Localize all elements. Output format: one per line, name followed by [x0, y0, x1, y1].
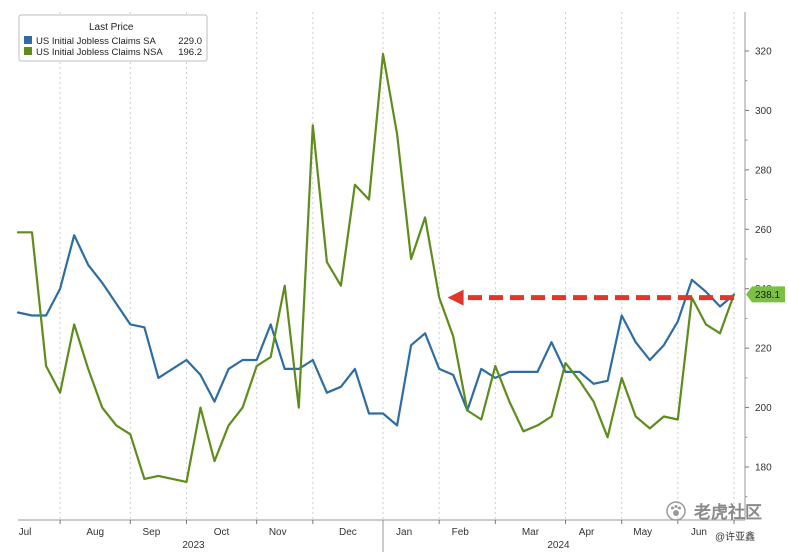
year-label: 2023 — [182, 540, 205, 551]
legend-label-nsa: US Initial Jobless Claims NSA — [36, 47, 163, 58]
legend-swatch-sa — [24, 36, 32, 44]
y-tick-label: 180 — [755, 463, 772, 474]
x-tick-label: Apr — [579, 527, 595, 538]
x-tick-label: Nov — [269, 527, 287, 538]
year-label: 2024 — [547, 540, 570, 551]
legend-swatch-nsa — [24, 47, 32, 55]
annotation-arrowhead — [447, 289, 464, 306]
y-tick-label: 260 — [755, 225, 772, 236]
legend: Last Price US Initial Jobless Claims SA … — [18, 14, 208, 62]
x-tick-label: Oct — [214, 527, 230, 538]
x-tick-label: Aug — [86, 527, 104, 538]
legend-box — [18, 14, 208, 62]
tiger-paw-icon — [666, 501, 686, 521]
legend-title: Last Price — [89, 22, 134, 33]
legend-value-nsa: 196.2 — [178, 47, 202, 58]
series-line-sa — [16, 234, 736, 427]
watermark-subtext: @许亚鑫 — [715, 530, 755, 543]
x-tick-label: Jun — [691, 527, 707, 538]
x-tick-label: Mar — [522, 527, 540, 538]
annotations: 238.1 — [447, 286, 785, 306]
x-tick-label: May — [633, 527, 652, 538]
last-value-badge — [746, 286, 785, 303]
x-tick-label: Dec — [339, 527, 357, 538]
series-line-nsa — [16, 52, 736, 483]
x-tick-label: Jan — [396, 527, 412, 538]
series — [16, 52, 736, 483]
x-tick-label: Sep — [142, 527, 160, 538]
watermark-text: 老虎社区 — [693, 502, 762, 522]
x-tick-label: Feb — [452, 527, 470, 538]
legend-value-sa: 229.0 — [178, 36, 202, 47]
x-tick-label: Jul — [19, 527, 32, 538]
y-tick-label: 320 — [755, 47, 772, 58]
y-tick-label: 200 — [755, 403, 772, 414]
grid — [59, 12, 735, 520]
axes: 180200220240260280300320JulAugSepOctNovD… — [18, 12, 772, 552]
y-tick-label: 300 — [755, 106, 772, 117]
last-value-badge-text: 238.1 — [755, 290, 780, 301]
watermark: 老虎社区 @许亚鑫 — [666, 501, 762, 543]
legend-label-sa: US Initial Jobless Claims SA — [36, 36, 157, 47]
y-tick-label: 220 — [755, 344, 772, 355]
y-tick-label: 280 — [755, 165, 772, 176]
